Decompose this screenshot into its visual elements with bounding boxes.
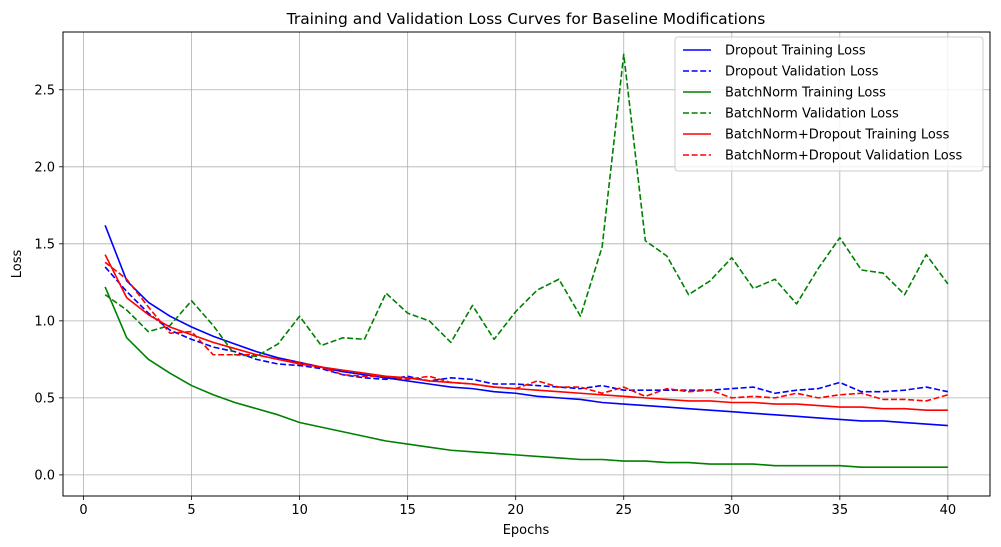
legend-label: BatchNorm Training Loss bbox=[725, 86, 886, 101]
x-axis-ticks: 0 5 10 15 20 25 30 35 40 bbox=[79, 496, 956, 518]
series-line-4 bbox=[104, 254, 948, 411]
x-tick-label: 10 bbox=[291, 503, 308, 518]
x-tick-label: 35 bbox=[832, 503, 849, 518]
chart-title: Training and Validation Loss Curves for … bbox=[286, 10, 766, 28]
x-tick-label: 5 bbox=[187, 503, 195, 518]
x-tick-label: 15 bbox=[399, 503, 416, 518]
legend-label: Dropout Training Loss bbox=[725, 44, 866, 59]
legend-label: BatchNorm Validation Loss bbox=[725, 107, 899, 122]
x-tick-label: 30 bbox=[724, 503, 741, 518]
x-tick-label: 40 bbox=[940, 503, 957, 518]
x-axis-title: Epochs bbox=[503, 523, 550, 538]
series-line-2 bbox=[104, 286, 948, 468]
x-tick-label: 25 bbox=[615, 503, 632, 518]
y-tick-label: 2.5 bbox=[34, 83, 55, 98]
legend: Dropout Training Loss Dropout Validation … bbox=[674, 36, 984, 172]
y-axis-title: Loss bbox=[10, 250, 25, 279]
x-tick-label: 20 bbox=[507, 503, 524, 518]
y-tick-label: 2.0 bbox=[34, 160, 55, 175]
plot-area-frame bbox=[62, 31, 991, 497]
legend-label: BatchNorm+Dropout Training Loss bbox=[725, 128, 950, 143]
series-line-5 bbox=[104, 261, 949, 402]
series-line-0 bbox=[104, 225, 948, 427]
legend-box bbox=[674, 36, 984, 172]
legend-label: Dropout Validation Loss bbox=[725, 65, 879, 80]
series-lines bbox=[104, 53, 949, 468]
y-axis-ticks: 0.0 0.5 1.0 1.5 2.0 2.5 bbox=[34, 83, 63, 483]
x-tick-label: 0 bbox=[79, 503, 87, 518]
y-tick-label: 0.0 bbox=[34, 468, 55, 483]
legend-label: BatchNorm+Dropout Validation Loss bbox=[725, 149, 962, 164]
y-tick-label: 1.0 bbox=[34, 314, 55, 329]
y-tick-label: 1.5 bbox=[34, 237, 55, 252]
y-tick-label: 0.5 bbox=[34, 391, 55, 406]
